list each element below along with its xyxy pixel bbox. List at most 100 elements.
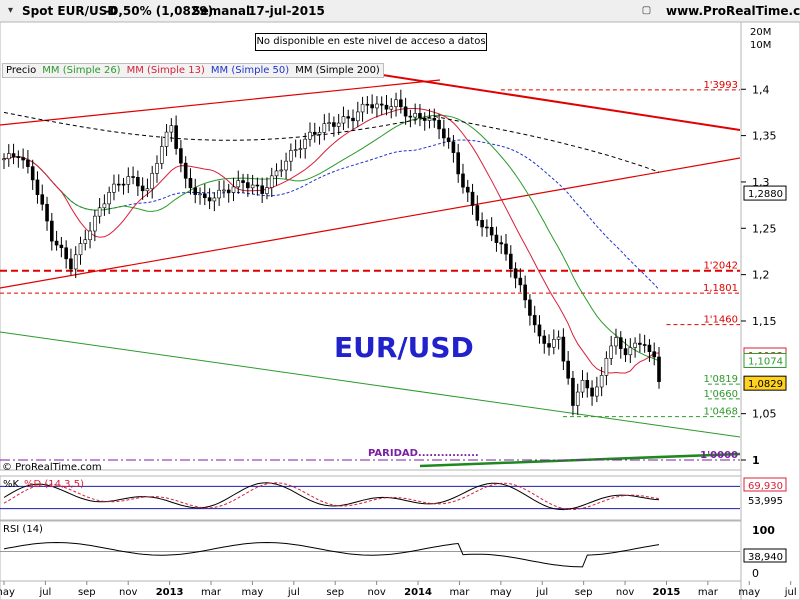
candle-body [623,348,628,356]
candle-body [289,150,293,162]
rsi-panel [0,520,742,582]
candle-body [198,193,202,196]
candle-body [93,215,97,232]
instrument-name: Spot EUR/USD [22,4,118,18]
candle-body [131,176,135,178]
candle-body [513,268,518,279]
candle-body [561,336,566,362]
indicator-legend: Precio MM (Simple 26) MM (Simple 13) MM … [2,63,384,78]
candle-body [50,220,54,242]
candle-body [642,344,647,346]
rsi-label: RSI (14) [3,524,43,535]
candle-body [470,191,475,206]
candle-body [408,115,413,118]
price-panel [0,21,742,471]
level-label: 1,1801 [703,283,738,294]
candle-body [590,387,594,397]
candle-body [279,169,284,172]
x-tick-label: may [738,587,760,598]
level-label: 1'3993 [703,80,738,91]
x-tick-label: 2013 [156,587,184,598]
x-tick-label: may [242,587,264,598]
volume-label: 10M [750,40,771,51]
candle-body [442,128,446,139]
y-tick-label: 1,2 [752,269,770,282]
menu-icon[interactable]: ▾ [7,5,14,16]
candle-body [360,103,365,113]
candle-body [40,194,45,205]
candle-body [494,234,499,243]
candle-body [159,146,164,164]
level-label: 1,0829 [748,379,783,390]
candle-body [246,182,250,189]
candle-body [97,207,102,217]
candle-body [528,299,532,316]
ma13-line [3,108,660,374]
candle-body [16,156,21,158]
site-url[interactable]: www.ProRealTime.com [666,4,800,18]
candle-body [461,173,465,188]
candle-body [241,180,245,183]
candle-body [604,358,609,376]
candle-body [432,118,437,121]
candle-body [121,183,126,186]
x-tick-label: nov [367,587,385,598]
candle-body [78,243,83,256]
legend-ma200[interactable]: MM (Simple 200) [295,65,380,76]
candle-body [480,220,484,228]
x-tick-label: may [490,587,512,598]
legend-ma26[interactable]: MM (Simple 26) [42,65,121,76]
candle-body [217,189,221,199]
candle-body [418,113,422,119]
candle-body [298,148,303,150]
candle-body [11,153,16,157]
legend-price[interactable]: Precio [6,65,37,76]
candle-body [523,284,527,301]
candle-body [475,205,480,221]
candle-body [83,239,88,244]
candle-body [638,342,642,345]
candle-body [571,377,575,406]
candle-body [456,152,460,175]
candle-body [126,176,131,185]
time-axis-panel [0,580,742,600]
y-tick-label: 1,4 [752,83,770,96]
candle-body [370,104,374,109]
candle-body [327,122,331,124]
level-label: 1,2880 [748,189,783,200]
candle-body [112,183,116,193]
candle-body [618,337,623,349]
candle-body [250,184,255,189]
x-tick-label: 2014 [404,587,432,598]
candle-body [379,103,384,106]
candle-body [222,189,226,192]
candle-body [64,247,68,260]
x-tick-label: sep [326,587,344,598]
legend-ma13[interactable]: MM (Simple 13) [126,65,205,76]
candle-body [155,163,159,174]
y-tick-label: 1 [752,454,760,467]
legend-ma50[interactable]: MM (Simple 50) [210,65,290,76]
candle-body [542,335,547,344]
candle-body [45,203,49,222]
candle-body [552,339,556,348]
candle-body [226,189,231,193]
maximize-icon[interactable]: ▢ [641,5,652,16]
candle-body [355,111,360,122]
candle-body [88,230,92,241]
stoch-k-label: %K [3,479,20,490]
candle-body [609,345,613,359]
candle-body [317,132,322,135]
x-tick-label: jul [535,587,548,598]
candle-body [284,160,288,171]
copyright: © ProRealTime.com [2,462,102,473]
candle-body [633,342,637,348]
candle-body [107,192,111,205]
candle-body [384,104,389,110]
candle-body [341,116,346,124]
candle-body [274,170,279,177]
candle-body [595,386,599,397]
x-tick-label: 2015 [653,587,681,598]
level-box [743,185,787,201]
